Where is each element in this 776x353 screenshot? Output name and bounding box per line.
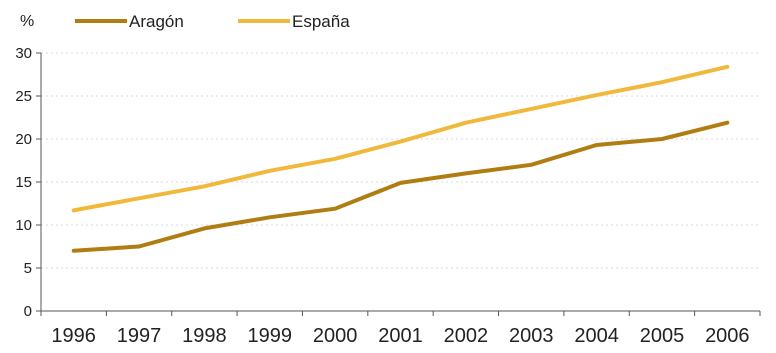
y-axis-unit-label: % (20, 13, 34, 30)
y-tick-labels: 0 5 10 15 20 25 30 (15, 45, 32, 320)
x-tick-label: 2003 (509, 325, 554, 347)
x-tick-label: 2001 (378, 325, 423, 347)
x-tick-label: 2002 (444, 325, 489, 347)
y-tick-label: 25 (15, 88, 32, 105)
x-tick-label: 1997 (117, 325, 162, 347)
x-tick-labels: 1996 1997 1998 1999 2000 2001 2002 2003 2004 2005… (51, 325, 749, 347)
y-tick-label: 5 (24, 260, 32, 277)
y-tick-label: 30 (15, 45, 32, 62)
series-line-0 (71, 120, 730, 253)
x-tick-label: 1996 (51, 325, 96, 347)
x-tick-label: 2006 (705, 325, 750, 347)
series-line-1 (71, 64, 730, 213)
legend-label-0: Aragón (129, 12, 184, 31)
axes (36, 52, 761, 316)
series-lines (71, 64, 730, 253)
y-tick-label: 0 (24, 303, 32, 320)
legend-label-1: España (292, 12, 350, 31)
x-tick-label: 2004 (574, 325, 619, 347)
x-tick-label: 1999 (248, 325, 293, 347)
x-tick-label: 2000 (313, 325, 358, 347)
y-tick-label: 20 (15, 131, 32, 148)
x-tick-label: 2005 (640, 325, 685, 347)
y-tick-label: 15 (15, 174, 32, 191)
legend: Aragón España (75, 12, 350, 31)
y-tick-label: 10 (15, 217, 32, 234)
x-tick-label: 1998 (182, 325, 227, 347)
